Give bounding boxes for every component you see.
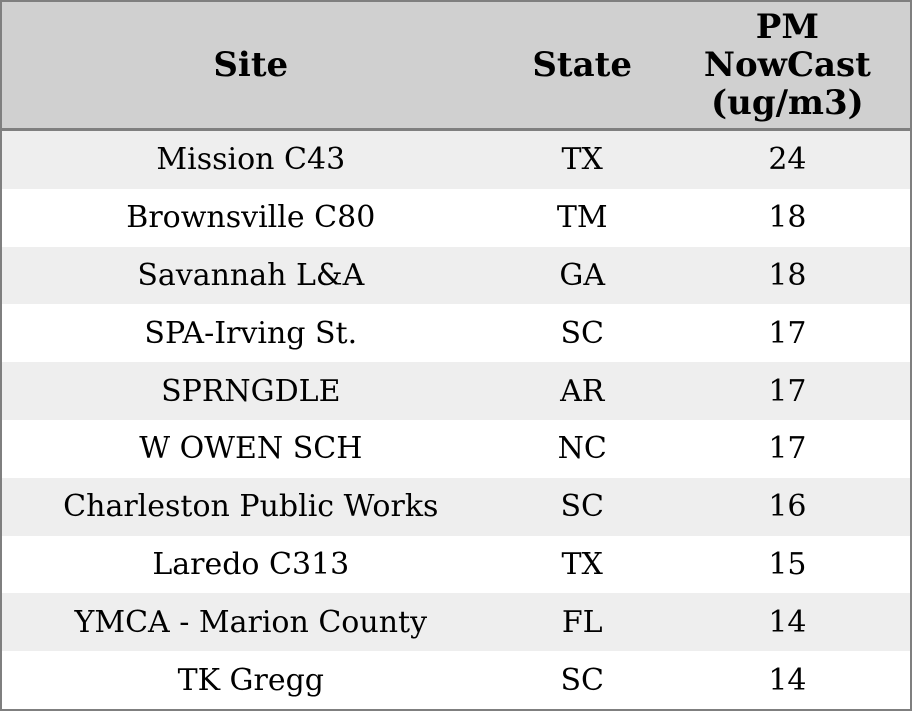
table-body: Mission C43 TX 24 Brownsville C80 TM 18 … — [2, 131, 910, 709]
site-cell: Savannah L&A — [137, 257, 365, 293]
table-row: SPA-Irving St. SC 17 — [2, 304, 910, 363]
site-cell: SPA-Irving St. — [144, 315, 358, 351]
table-row: Brownsville C80 TM 18 — [2, 188, 910, 247]
state-cell: TX — [561, 546, 603, 582]
table-row: TK Gregg SC 14 — [2, 651, 910, 709]
site-cell: TK Gregg — [177, 662, 324, 698]
state-cell: SC — [560, 315, 604, 351]
table-row: Charleston Public Works SC 16 — [2, 477, 910, 536]
table-row: Laredo C313 TX 15 — [2, 535, 910, 594]
state-cell: TX — [561, 142, 603, 178]
site-cell: Mission C43 — [156, 142, 346, 178]
column-header-state: State — [532, 45, 633, 85]
state-cell: TM — [556, 200, 608, 236]
site-cell: SPRNGDLE — [161, 373, 341, 409]
state-cell: GA — [559, 257, 606, 293]
table-row: W OWEN SCH NC 17 — [2, 419, 910, 478]
pm-value-cell: 14 — [768, 604, 807, 640]
table-row: YMCA - Marion County FL 14 — [2, 593, 910, 652]
site-cell: Laredo C313 — [152, 546, 350, 582]
site-cell: Brownsville C80 — [126, 200, 376, 236]
state-cell: AR — [560, 373, 605, 409]
pm-value-cell: 17 — [768, 431, 807, 467]
pm-value-cell: 16 — [768, 489, 807, 525]
site-cell: YMCA - Marion County — [74, 604, 428, 640]
state-cell: NC — [557, 431, 607, 467]
state-cell: SC — [560, 489, 604, 525]
column-header-site: Site — [213, 45, 289, 85]
site-cell: Charleston Public Works — [63, 489, 439, 525]
table-header-row: Site State PM NowCast (ug/m3) — [2, 2, 910, 131]
pm-value-cell: 17 — [768, 315, 807, 351]
column-header-pm-nowcast: PM NowCast (ug/m3) — [703, 6, 871, 124]
pm-value-cell: 18 — [768, 257, 807, 293]
pm-value-cell: 17 — [768, 373, 807, 409]
pm-value-cell: 15 — [768, 546, 807, 582]
pm-value-cell: 14 — [768, 662, 807, 698]
state-cell: SC — [560, 662, 604, 698]
table-row: SPRNGDLE AR 17 — [2, 362, 910, 420]
pm-value-cell: 24 — [768, 142, 807, 178]
state-cell: FL — [561, 604, 603, 640]
pm-value-cell: 18 — [768, 200, 807, 236]
table-row: Savannah L&A GA 18 — [2, 246, 910, 305]
site-cell: W OWEN SCH — [139, 431, 363, 467]
table-row: Mission C43 TX 24 — [2, 131, 910, 189]
